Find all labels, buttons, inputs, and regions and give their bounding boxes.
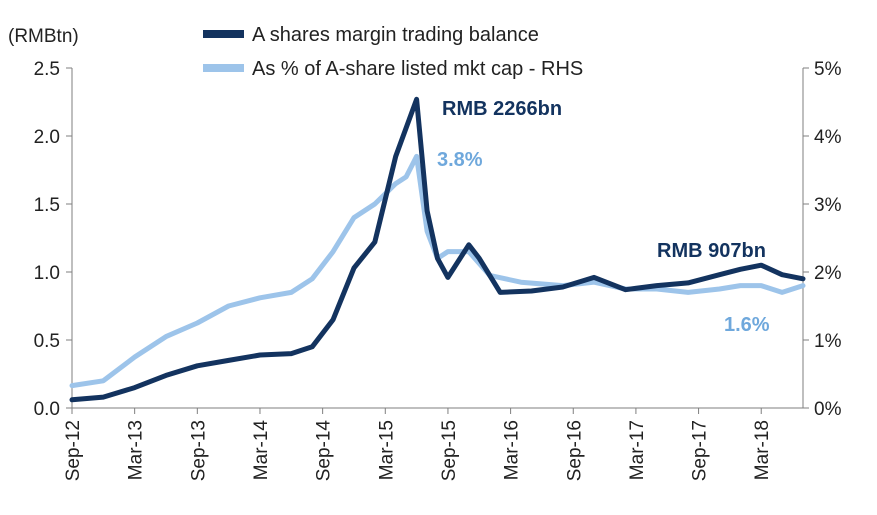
left-axis-unit-label: (RMBtn) [8, 26, 79, 47]
annotation-peak-pct: 3.8% [437, 149, 483, 171]
x-tick-label: Mar-14 [251, 420, 272, 481]
x-tick-label: Sep-15 [439, 420, 460, 481]
right-tick-label: 2% [814, 263, 842, 284]
left-axis-ticks: 0.0 0.5 1.0 1.5 2.0 2.5 [34, 59, 72, 420]
x-tick-label: Sep-14 [314, 420, 335, 482]
legend-label-balance: A shares margin trading balance [252, 24, 539, 46]
right-tick-label: 4% [814, 127, 842, 148]
annotation-latest-pct: 1.6% [724, 314, 770, 336]
x-tick-label: Sep-13 [188, 420, 209, 481]
left-tick-label: 2.0 [34, 127, 60, 148]
left-tick-label: 2.5 [34, 59, 60, 80]
x-tick-label: Mar-17 [627, 420, 648, 480]
right-tick-label: 3% [814, 195, 842, 216]
series-line-pct-of-mkt-cap [69, 153, 806, 389]
left-tick-label: 0.5 [34, 331, 60, 352]
right-tick-label: 5% [814, 59, 842, 80]
annotation-peak-balance: RMB 2266bn [442, 98, 562, 120]
x-tick-label: Mar-15 [376, 420, 397, 480]
x-tick-label: Sep-12 [63, 420, 84, 481]
left-tick-label: 0.0 [34, 399, 60, 420]
x-axis-ticks: Sep-12 Mar-13 Sep-13 Mar-14 Sep-14 Mar-15 Sep-… [63, 408, 773, 481]
left-tick-label: 1.0 [34, 263, 60, 284]
right-tick-label: 1% [814, 331, 842, 352]
x-tick-label: Mar-18 [752, 420, 773, 480]
right-axis-ticks: 0% 1% 2% 3% 4% 5% [803, 59, 842, 420]
x-tick-label: Mar-13 [126, 420, 147, 480]
legend-label-pct: As % of A-share listed mkt cap - RHS [252, 58, 583, 80]
right-tick-label: 0% [814, 399, 842, 420]
axes [71, 68, 804, 409]
series-line-margin-balance [69, 96, 806, 403]
annotation-latest-balance: RMB 907bn [657, 240, 766, 262]
legend: A shares margin trading balance As % of … [203, 24, 583, 80]
x-tick-label: Sep-16 [564, 420, 585, 481]
x-tick-label: Mar-16 [502, 420, 523, 480]
x-tick-label: Sep-17 [690, 420, 711, 481]
left-tick-label: 1.5 [34, 195, 60, 216]
